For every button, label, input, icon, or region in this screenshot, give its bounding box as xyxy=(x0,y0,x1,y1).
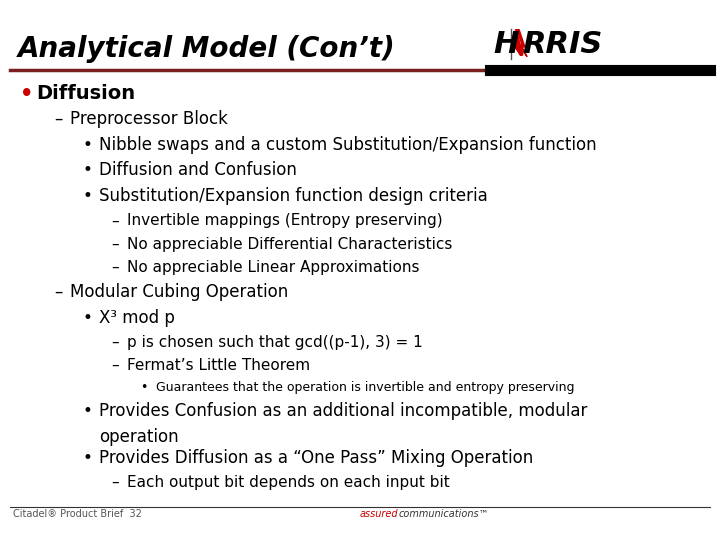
Text: assured: assured xyxy=(360,509,399,519)
Text: Nibble swaps and a custom Substitution/Expansion function: Nibble swaps and a custom Substitution/E… xyxy=(99,136,596,153)
Text: •: • xyxy=(83,161,93,179)
Polygon shape xyxy=(516,30,527,57)
Text: –: – xyxy=(112,213,120,228)
Text: –: – xyxy=(112,237,120,252)
Text: RRIS: RRIS xyxy=(522,30,603,59)
Text: p is chosen such that gcd((p-1), 3) = 1: p is chosen such that gcd((p-1), 3) = 1 xyxy=(127,335,423,350)
Text: •: • xyxy=(83,187,93,205)
Text: –: – xyxy=(112,260,120,275)
Text: X³ mod p: X³ mod p xyxy=(99,309,174,327)
Text: Analytical Model (Con’t): Analytical Model (Con’t) xyxy=(18,35,395,63)
Text: –: – xyxy=(54,110,63,127)
Text: •: • xyxy=(83,309,93,327)
Text: Citadel® Product Brief  32: Citadel® Product Brief 32 xyxy=(13,509,142,519)
Text: •: • xyxy=(83,449,93,467)
Text: Invertible mappings (Entropy preserving): Invertible mappings (Entropy preserving) xyxy=(127,213,443,228)
Text: No appreciable Linear Approximations: No appreciable Linear Approximations xyxy=(127,260,420,275)
Text: Modular Cubing Operation: Modular Cubing Operation xyxy=(70,283,288,301)
Text: •: • xyxy=(20,84,34,104)
Text: Diffusion: Diffusion xyxy=(36,84,135,103)
Text: –: – xyxy=(54,283,63,301)
Text: No appreciable Differential Characteristics: No appreciable Differential Characterist… xyxy=(127,237,453,252)
Text: Preprocessor Block: Preprocessor Block xyxy=(70,110,228,127)
Text: operation: operation xyxy=(99,428,179,445)
Text: Substitution/Expansion function design criteria: Substitution/Expansion function design c… xyxy=(99,187,487,205)
Text: •: • xyxy=(83,402,93,420)
Text: Diffusion and Confusion: Diffusion and Confusion xyxy=(99,161,297,179)
Text: •: • xyxy=(83,136,93,153)
Text: Each output bit depends on each input bit: Each output bit depends on each input bi… xyxy=(127,475,450,490)
Text: Provides Diffusion as a “One Pass” Mixing Operation: Provides Diffusion as a “One Pass” Mixin… xyxy=(99,449,533,467)
Text: •: • xyxy=(140,381,148,394)
Text: –: – xyxy=(112,475,120,490)
Text: Provides Confusion as an additional incompatible, modular: Provides Confusion as an additional inco… xyxy=(99,402,587,420)
Text: communications™: communications™ xyxy=(399,509,490,519)
Text: Guarantees that the operation is invertible and entropy preserving: Guarantees that the operation is inverti… xyxy=(156,381,575,394)
Text: Fermat’s Little Theorem: Fermat’s Little Theorem xyxy=(127,358,310,373)
Text: H: H xyxy=(493,30,518,59)
Text: –: – xyxy=(112,358,120,373)
Text: –: – xyxy=(112,335,120,350)
